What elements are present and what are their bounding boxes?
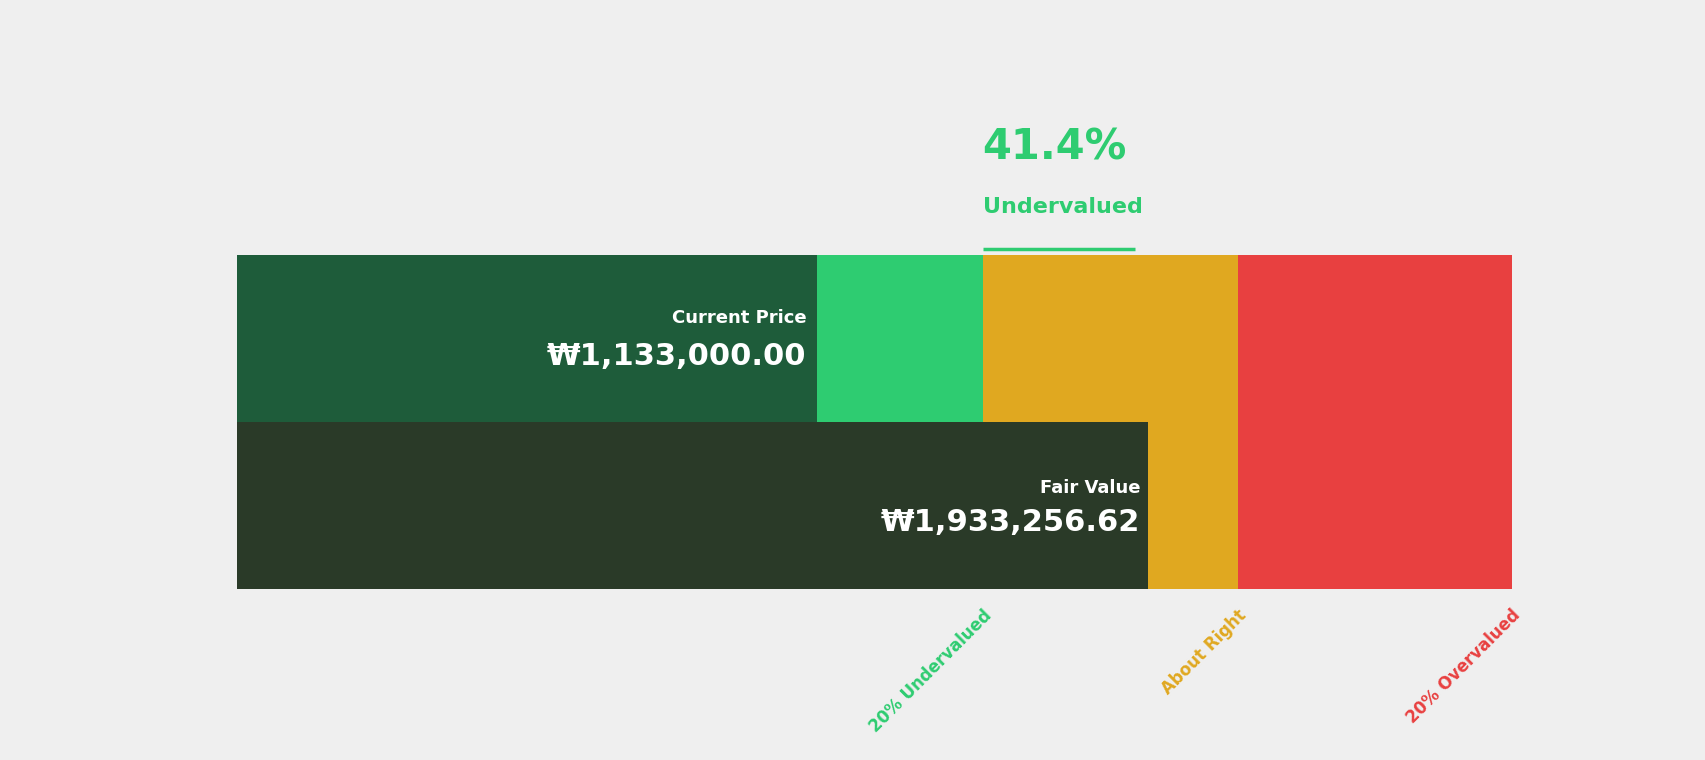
Text: About Right: About Right bbox=[1158, 606, 1250, 698]
Text: 41.4%: 41.4% bbox=[982, 126, 1127, 168]
Text: 20% Undervalued: 20% Undervalued bbox=[866, 606, 994, 736]
Text: Fair Value: Fair Value bbox=[1040, 479, 1139, 497]
Bar bbox=[1236, 255, 1511, 588]
Text: 20% Overvalued: 20% Overvalued bbox=[1403, 606, 1524, 727]
Bar bbox=[237, 255, 982, 588]
Text: Current Price: Current Price bbox=[672, 309, 806, 327]
Bar bbox=[237, 255, 817, 422]
Bar bbox=[982, 255, 1236, 588]
Text: Undervalued: Undervalued bbox=[982, 197, 1142, 217]
Bar bbox=[237, 422, 1147, 588]
Text: ₩1,133,000.00: ₩1,133,000.00 bbox=[547, 341, 806, 371]
Text: ₩1,933,256.62: ₩1,933,256.62 bbox=[880, 508, 1139, 537]
